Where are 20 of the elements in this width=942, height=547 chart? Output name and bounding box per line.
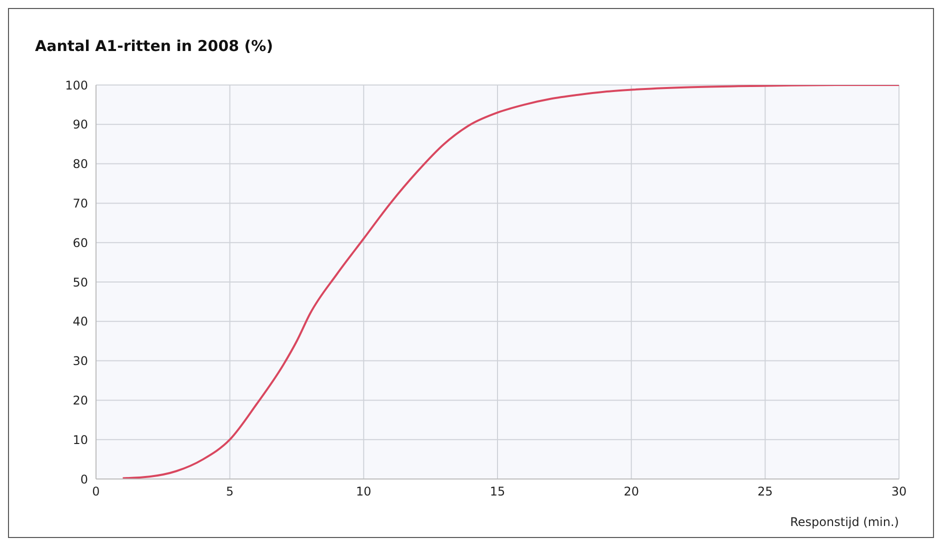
y-tick-label: 10 xyxy=(72,432,88,447)
chart-title: Aantal A1-ritten in 2008 (%) xyxy=(35,37,274,55)
y-tick-label: 0 xyxy=(80,472,88,486)
x-tick-label: 25 xyxy=(758,484,773,499)
y-tick-label: 100 xyxy=(65,78,88,92)
x-tick-label: 10 xyxy=(356,484,372,499)
y-tick-label: 40 xyxy=(72,314,88,329)
x-tick-label: 20 xyxy=(624,484,639,499)
x-tick-label: 15 xyxy=(490,484,506,499)
x-tick-label: 0 xyxy=(92,484,100,499)
y-tick-label: 70 xyxy=(72,196,88,210)
y-tick-label: 90 xyxy=(72,118,88,132)
y-tick-label: 20 xyxy=(72,393,88,408)
y-tick-label: 60 xyxy=(72,236,88,250)
y-tick-label: 80 xyxy=(72,157,88,172)
x-tick-label: 5 xyxy=(226,484,234,499)
x-tick-label: 30 xyxy=(891,484,907,499)
y-tick-label: 30 xyxy=(72,354,88,368)
y-tick-label: 50 xyxy=(72,275,88,290)
x-axis-title: Responstijd (min.) xyxy=(790,515,899,529)
